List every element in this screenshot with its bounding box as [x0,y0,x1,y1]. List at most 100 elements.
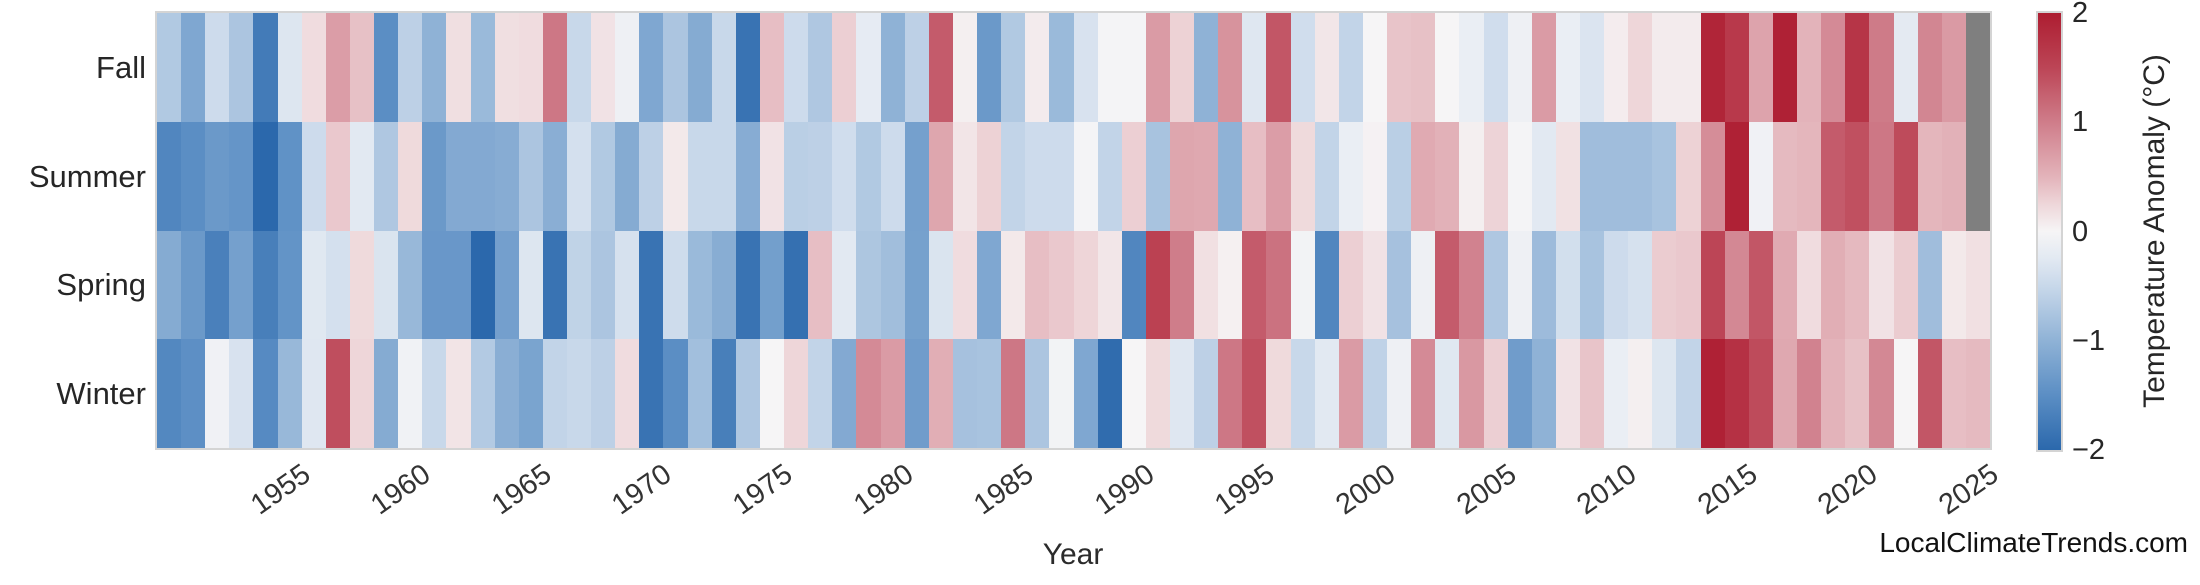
x-tick-label: 1955 [244,458,316,522]
heatmap-cell [301,121,326,231]
heatmap-cell [1411,121,1436,231]
heatmap-cell [1652,121,1677,231]
heatmap-cell [1797,230,1822,340]
heatmap-cell [1869,230,1894,340]
heatmap-cell [1242,230,1267,340]
heatmap-cell [422,121,447,231]
heatmap-cell [1821,339,1846,448]
heatmap-cell [711,121,736,231]
heatmap-cell [374,230,399,340]
heatmap-row-winter [157,339,1990,448]
heatmap-cell [1772,230,1798,340]
heatmap-cell [1555,13,1580,122]
heatmap-cell [1893,13,1918,122]
heatmap-cell [1169,339,1195,448]
heatmap-cell [952,339,978,448]
heatmap-cell [1845,230,1870,340]
watermark-text: LocalClimateTrends.com [1879,527,2188,558]
heatmap-cell [1097,121,1122,231]
heatmap-cell [1242,339,1267,448]
heatmap-cell [639,121,664,231]
heatmap-cell [1724,121,1749,231]
heatmap-cell [422,339,447,448]
heatmap-cell [711,230,736,340]
heatmap-cell [1724,339,1749,448]
heatmap-cell [1579,13,1605,122]
heatmap-cell [470,13,495,122]
heatmap-cell [1531,339,1556,448]
heatmap-cell [1917,13,1942,122]
heatmap-cell [181,121,206,231]
heatmap-cell [277,339,302,448]
heatmap-cell [759,339,785,448]
heatmap-cell [301,13,326,122]
heatmap-cell [542,339,567,448]
heatmap-cell [832,13,857,122]
heatmap-cell [1121,339,1146,448]
x-tick-label: 1995 [1209,458,1281,522]
heatmap-cell [1411,13,1436,122]
heatmap-cell [1290,13,1315,122]
x-tick-label: 1980 [847,458,919,522]
heatmap-cell [567,230,592,340]
heatmap-cell [253,13,278,122]
heatmap-cell [518,339,543,448]
heatmap-cell [1604,230,1629,340]
heatmap-cell [615,121,640,231]
heatmap-cell [349,230,375,340]
heatmap-cell [639,13,664,122]
heatmap-cell [1965,339,1990,448]
heatmap-cell [1941,121,1966,231]
heatmap-cell [1169,230,1195,340]
heatmap-cell [1362,339,1388,448]
x-tick-label: 1970 [606,458,678,522]
heatmap-cell [1917,121,1942,231]
heatmap-cell [856,339,881,448]
heatmap-cell [1772,13,1798,122]
heatmap-cell [1604,121,1629,231]
heatmap-cell [784,121,809,231]
heatmap-cell [1652,230,1677,340]
heatmap-cell [349,339,375,448]
heatmap-cell [1772,121,1798,231]
heatmap-cell [1049,121,1074,231]
heatmap-cell [808,339,833,448]
heatmap-cell [1797,13,1822,122]
heatmap-cell [277,13,302,122]
heatmap-cell [374,121,399,231]
heatmap-cell [1387,121,1412,231]
heatmap-cell [1145,13,1170,122]
heatmap-cell [591,121,616,231]
heatmap-cell [446,121,471,231]
heatmap-cell [1676,13,1701,122]
heatmap-cell [181,230,206,340]
heatmap-cell [1266,121,1291,231]
x-tick-label: 2000 [1330,458,1402,522]
heatmap-cell [1628,13,1653,122]
heatmap-cell [1097,339,1122,448]
heatmap-cell [1242,121,1267,231]
heatmap-cell [735,13,760,122]
heatmap-cell [1290,230,1315,340]
heatmap-cell [1001,13,1026,122]
heatmap-cell [567,121,592,231]
colorbar-axis-title: Temperature Anomaly (°C) [2138,54,2171,408]
heatmap-cell [1266,13,1291,122]
heatmap-cell [1194,230,1219,340]
heatmap-cell [181,13,206,122]
heatmap-cell [157,339,182,448]
heatmap-cell [1290,121,1315,231]
heatmap-cell [205,230,230,340]
heatmap-cell [1772,339,1798,448]
heatmap-cell [1652,13,1677,122]
heatmap-cell [301,230,326,340]
heatmap-cell [1049,13,1074,122]
heatmap-cell [1483,230,1508,340]
heatmap-cell [1483,13,1508,122]
heatmap-cell [398,339,423,448]
heatmap-cell [1169,13,1195,122]
row-label-winter: Winter [56,376,146,412]
heatmap-cell [1435,230,1460,340]
heatmap-cell [446,339,471,448]
heatmap-cell [301,339,326,448]
